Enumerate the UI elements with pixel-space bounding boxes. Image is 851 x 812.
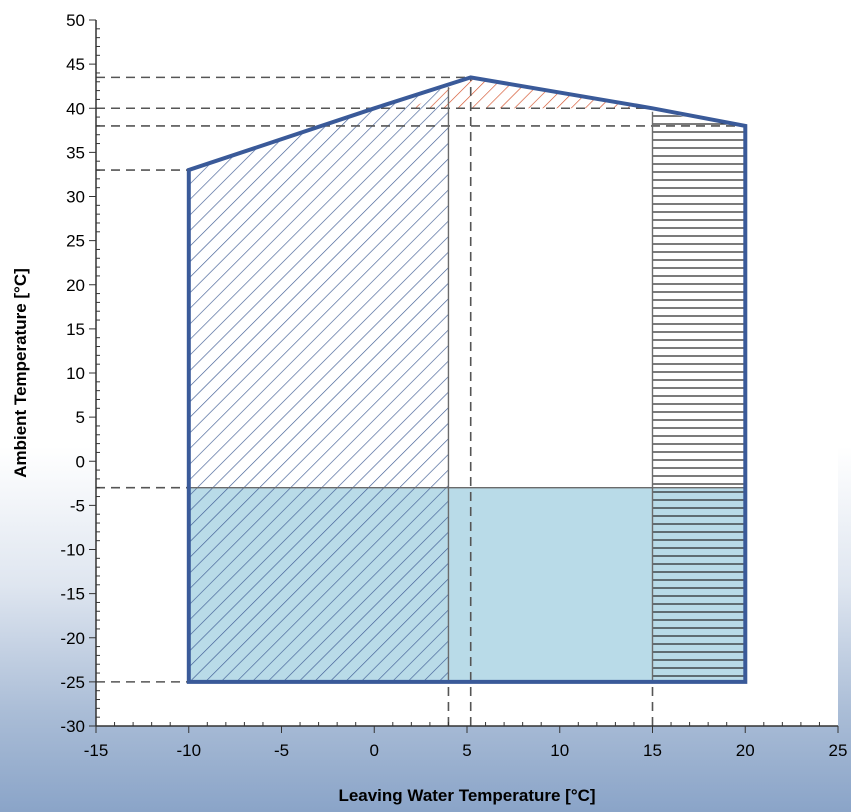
y-tick-label: 30 <box>66 188 85 207</box>
x-tick-label: 20 <box>736 741 755 760</box>
reference-lines <box>96 76 746 726</box>
y-tick-label: 15 <box>66 320 85 339</box>
y-tick-label: 0 <box>76 452 85 471</box>
region-horizontal-black <box>652 111 746 682</box>
x-tick-label: 25 <box>829 741 848 760</box>
y-tick-label: -25 <box>60 673 85 692</box>
y-tick-label: -10 <box>60 541 85 560</box>
y-tick-label: 5 <box>76 408 85 427</box>
region-fills <box>188 77 746 682</box>
y-tick-label: 40 <box>66 99 85 118</box>
y-tick-label: -30 <box>60 717 85 736</box>
y-tick-label: 35 <box>66 143 85 162</box>
y-tick-label: 45 <box>66 55 85 74</box>
y-tick-label: 25 <box>66 232 85 251</box>
envelope-layer <box>186 75 748 684</box>
y-tick-label: -20 <box>60 629 85 648</box>
region-diagonal-blue <box>188 87 449 682</box>
y-tick-label: 20 <box>66 276 85 295</box>
y-tick-label: 50 <box>66 11 85 30</box>
x-tick-label: -10 <box>176 741 201 760</box>
y-tick-label: -15 <box>60 585 85 604</box>
x-tick-label: 10 <box>550 741 569 760</box>
x-tick-label: 0 <box>370 741 379 760</box>
y-axis-title: Ambient Temperature [°C] <box>11 268 30 478</box>
x-tick-label: 5 <box>462 741 471 760</box>
x-tick-label: -5 <box>274 741 289 760</box>
envelope-outline <box>186 75 748 684</box>
x-tick-label: -15 <box>84 741 109 760</box>
region-diagonal-orange <box>411 77 653 109</box>
axes: 50454035302520151050-5-10-15-20-25-30-15… <box>60 11 847 760</box>
y-tick-label: -5 <box>70 496 85 515</box>
x-tick-label: 15 <box>643 741 662 760</box>
y-tick-label: 10 <box>66 364 85 383</box>
x-axis-title: Leaving Water Temperature [°C] <box>338 786 595 805</box>
